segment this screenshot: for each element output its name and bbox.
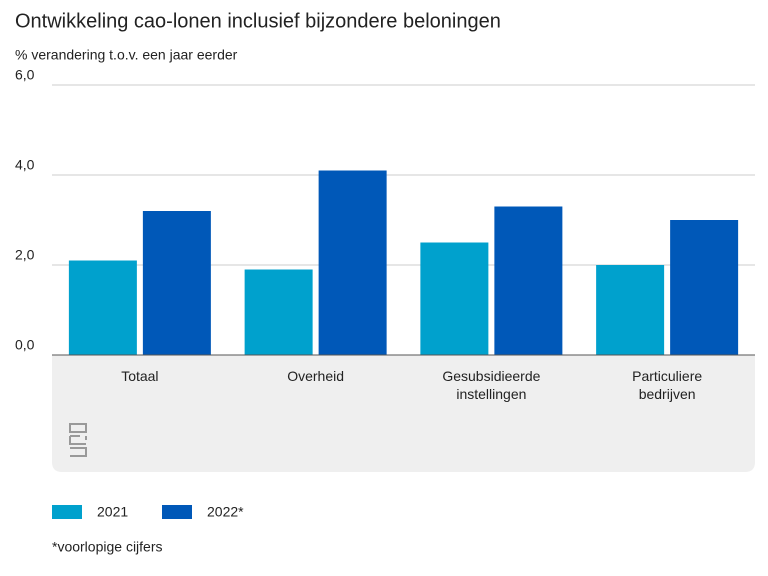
- y-tick-label: 0,0: [15, 337, 35, 353]
- bar: [142, 211, 211, 355]
- bar: [670, 220, 739, 355]
- chart-title: Ontwikkeling cao-lonen inclusief bijzond…: [15, 10, 501, 32]
- legend-label: 2021: [97, 504, 128, 520]
- x-tick-label: Particuliere bedrijven: [632, 368, 703, 402]
- y-tick-label: 2,0: [15, 247, 35, 263]
- legend-label: 2022*: [207, 504, 244, 520]
- bar: [596, 265, 665, 355]
- bar: [318, 170, 387, 355]
- legend-swatch: [162, 505, 192, 519]
- bar: [244, 269, 313, 355]
- bar: [420, 242, 489, 355]
- x-tick-label: Gesubsidieerde instellingen: [442, 368, 541, 402]
- chart-subtitle: % verandering t.o.v. een jaar eerder: [15, 47, 238, 63]
- y-tick-label: 6,0: [15, 67, 35, 83]
- x-tick-label: Overheid: [287, 368, 345, 384]
- footnote: *voorlopige cijfers: [52, 539, 163, 555]
- y-tick-label: 4,0: [15, 157, 35, 173]
- bar: [68, 260, 137, 355]
- bar: [494, 206, 563, 355]
- category-band: [52, 355, 755, 472]
- x-tick-label: Totaal: [121, 368, 159, 384]
- legend-swatch: [52, 505, 82, 519]
- logo: [69, 423, 87, 457]
